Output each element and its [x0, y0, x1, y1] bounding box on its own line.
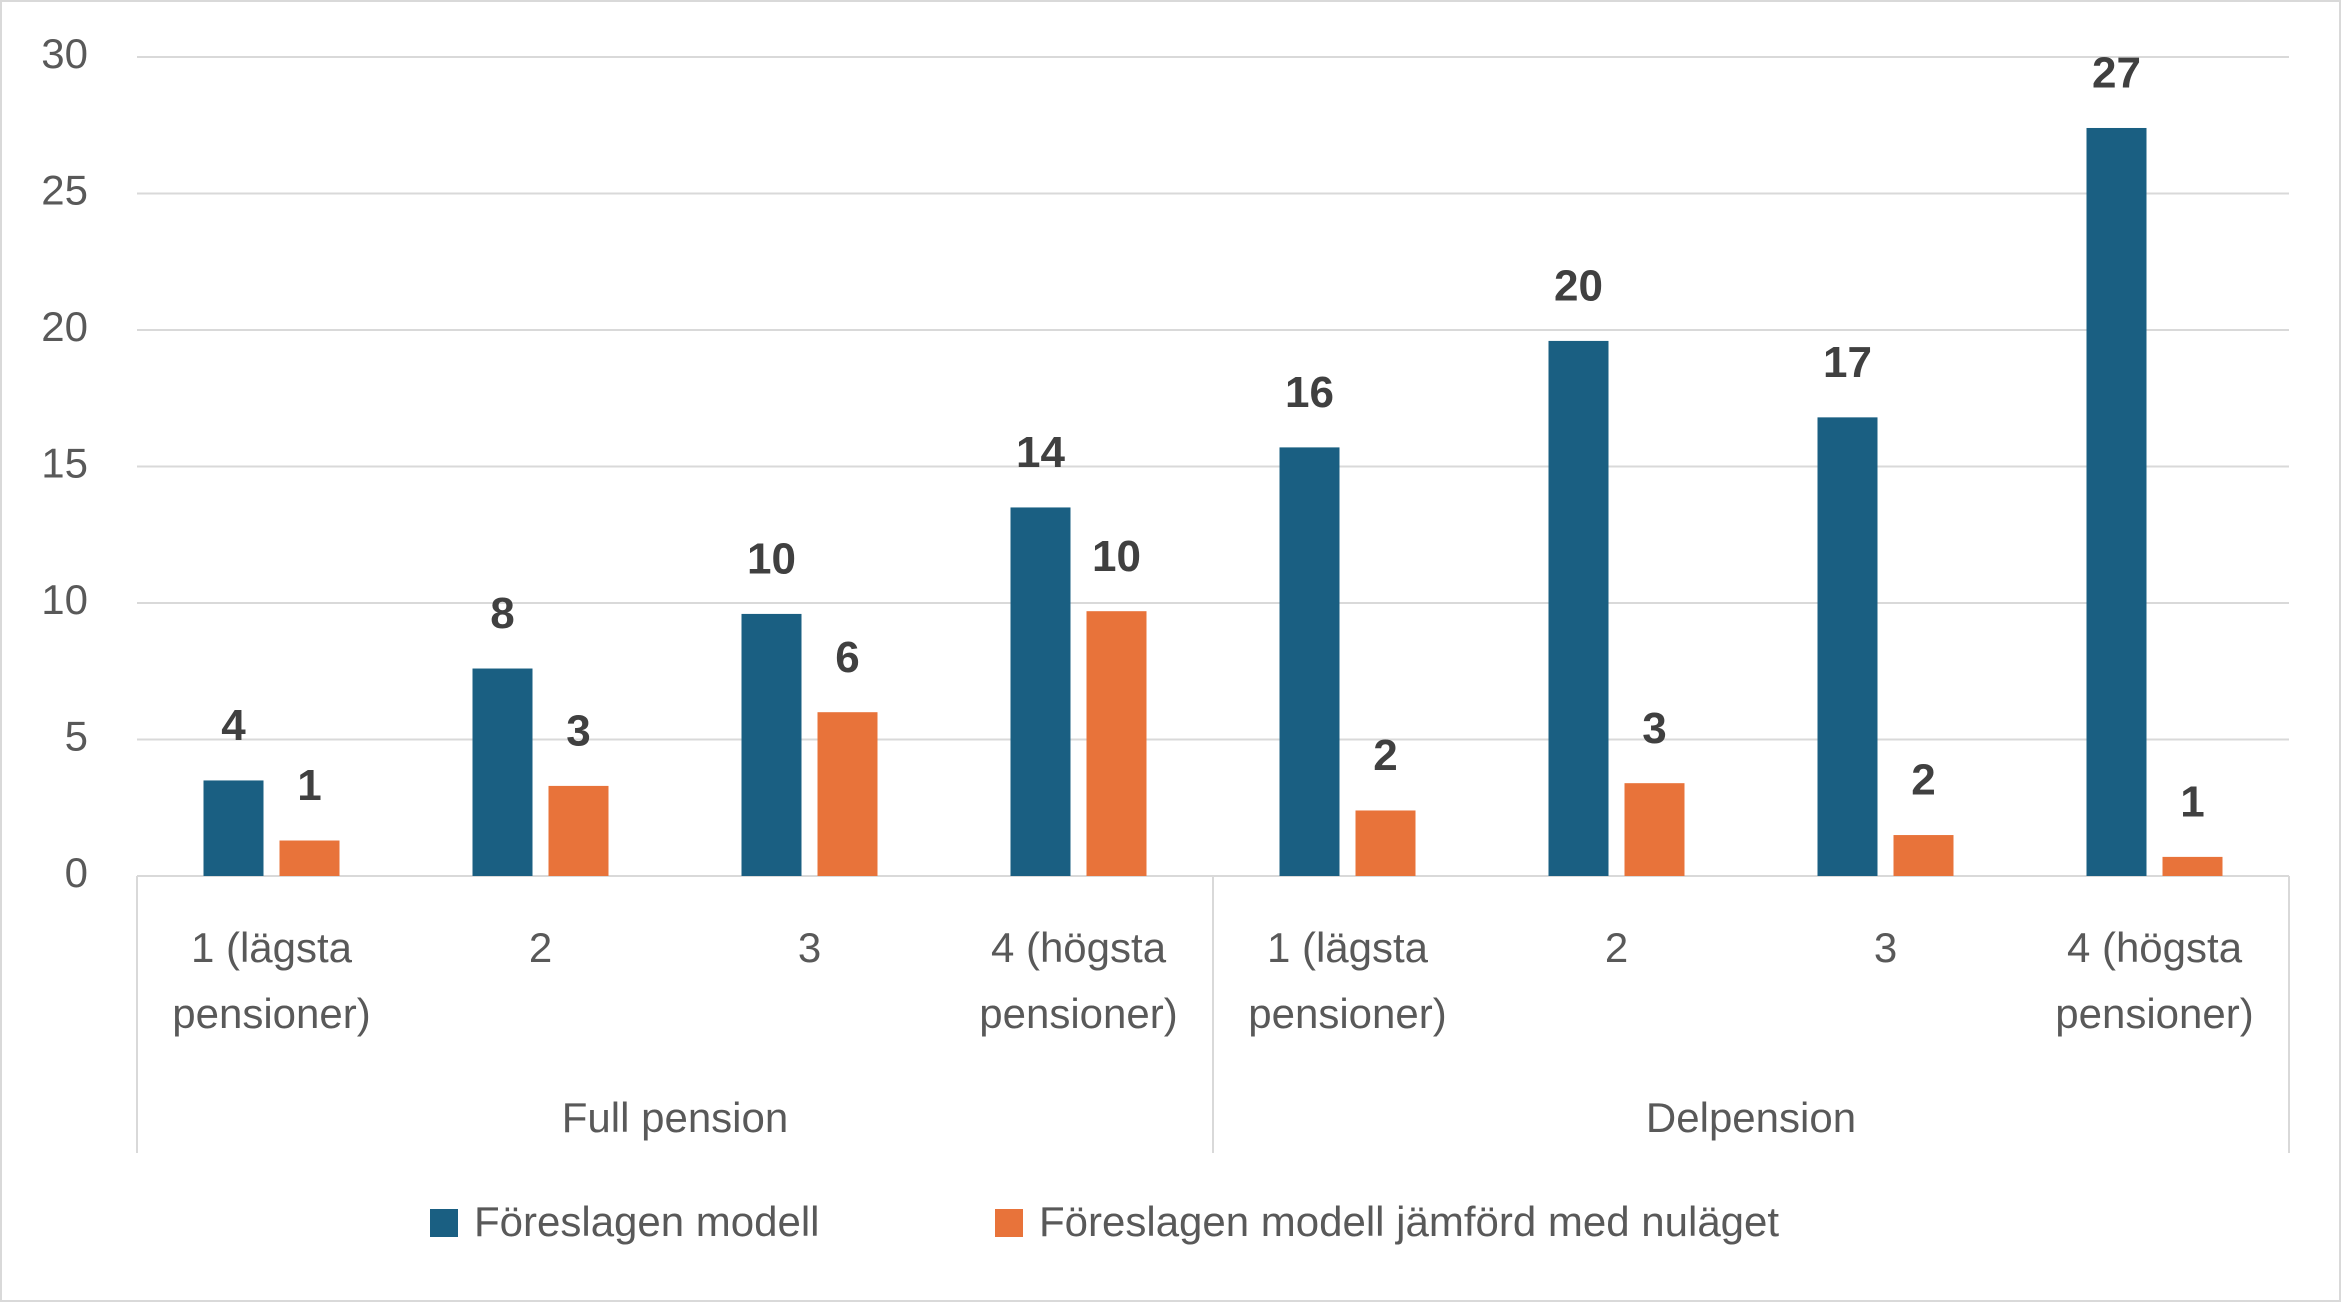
bar	[2086, 127, 2147, 877]
bar	[817, 712, 878, 876]
x-tick-label: 2	[1604, 924, 1629, 971]
y-tick-label: 10	[41, 576, 88, 623]
bar	[548, 785, 609, 876]
value-label: 14	[1016, 428, 1065, 477]
bar	[2162, 856, 2223, 876]
bar	[1548, 340, 1609, 876]
value-label: 27	[2092, 49, 2141, 98]
y-tick-label: 30	[41, 30, 88, 77]
value-label: 16	[1285, 368, 1334, 417]
group-label: Delpension	[1646, 1094, 1856, 1141]
x-tick-label: 1 (lägsta pensioner)	[1248, 924, 1447, 1037]
bar	[1817, 417, 1878, 876]
bar	[1624, 783, 1685, 876]
value-label: 20	[1554, 262, 1603, 311]
legend-label: Föreslagen modell	[474, 1198, 820, 1245]
bar	[741, 613, 802, 876]
x-tick-label: 2	[528, 924, 553, 971]
value-label: 1	[297, 761, 321, 810]
legend-swatch	[430, 1209, 458, 1237]
value-label: 8	[490, 589, 514, 638]
x-tick-label: 4 (högsta pensioner)	[979, 924, 1178, 1037]
value-label: 4	[221, 701, 246, 750]
value-label: 6	[835, 633, 859, 682]
value-label: 2	[1373, 731, 1397, 780]
value-label: 10	[1092, 532, 1141, 581]
y-tick-label: 20	[41, 303, 88, 350]
x-tick-label: 4 (högsta pensioner)	[2055, 924, 2254, 1037]
y-tick-label: 5	[65, 713, 88, 760]
x-tick-label: 3	[1873, 924, 1898, 971]
bar	[1086, 611, 1147, 876]
bar	[472, 668, 533, 876]
value-label: 1	[2180, 778, 2204, 827]
bar	[279, 840, 340, 876]
value-label: 2	[1911, 756, 1935, 805]
value-label: 17	[1823, 338, 1872, 387]
y-tick-label: 0	[65, 849, 88, 896]
group-label: Full pension	[562, 1094, 788, 1141]
x-tick-label: 1 (lägsta pensioner)	[172, 924, 371, 1037]
legend-label: Föreslagen modell jämförd med nuläget	[1039, 1198, 1779, 1245]
y-tick-label: 25	[41, 167, 88, 214]
x-tick-label: 3	[797, 924, 822, 971]
legend-swatch	[995, 1209, 1023, 1237]
value-label: 3	[1642, 704, 1666, 753]
bar	[1010, 507, 1071, 876]
bar	[1893, 835, 1954, 876]
value-label: 3	[566, 707, 590, 756]
bar	[1355, 810, 1416, 876]
y-tick-label: 15	[41, 440, 88, 487]
bar	[1279, 447, 1340, 876]
value-label: 10	[747, 535, 796, 584]
bar	[203, 780, 264, 876]
